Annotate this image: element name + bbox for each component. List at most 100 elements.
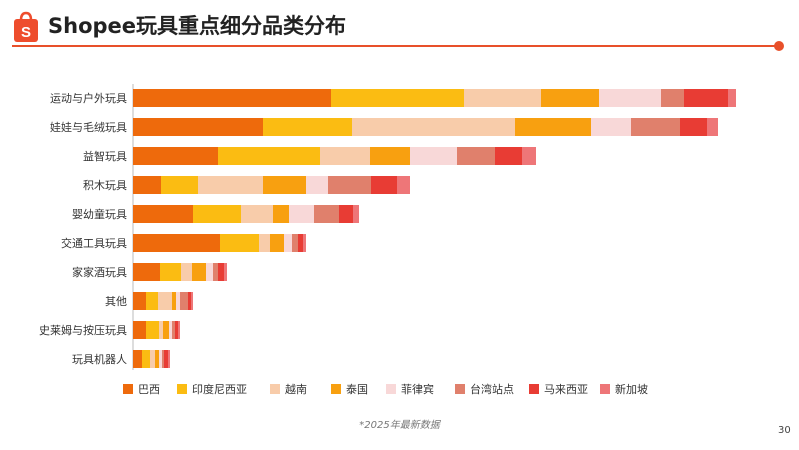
bar-segment [164,350,168,368]
legend-swatch [177,384,187,394]
legend-swatch [386,384,396,394]
bar-segment [172,292,176,310]
bar-segment [191,292,193,310]
bar-segment [146,321,159,339]
bar-segment [370,147,410,165]
category-label: 运动与户外玩具 [50,91,127,105]
bar-segment [680,118,707,136]
legend-label: 越南 [285,382,307,396]
legend-swatch [600,384,610,394]
bar-segment [158,292,172,310]
legend-label: 新加坡 [615,382,648,396]
bar-segment [259,234,270,252]
category-label: 积木玩具 [83,179,127,192]
bar-segment [163,321,169,339]
bar-segment [159,350,162,368]
bar-segment [631,118,680,136]
bar-segment [292,234,298,252]
bar-segment [591,118,631,136]
bar-segment [168,350,170,368]
bar-segment [133,89,331,107]
bar-segment [328,176,371,194]
bar-segment [181,263,192,281]
shopee-logo: S [14,11,38,42]
page-title: Shopee玩具重点细分品类分布 [48,14,347,38]
bar-segment [162,350,164,368]
bar-segment [133,205,193,223]
bar-segment [133,147,218,165]
bar-segment [263,118,352,136]
svg-text:S: S [21,24,31,41]
bar-segment [176,292,180,310]
bar-segment [133,263,160,281]
bar-segment [353,205,359,223]
bar-segment [180,292,188,310]
bar-segment [146,292,158,310]
legend-label: 菲律宾 [401,382,434,396]
bar-segment [397,176,410,194]
bar-segment [192,263,206,281]
category-label: 家家酒玩具 [72,265,127,279]
bar-segment [133,234,220,252]
bar-segment [320,147,370,165]
bar-segment [142,350,150,368]
bar-segment [175,321,178,339]
bar-segment [728,89,736,107]
bar-segment [298,234,303,252]
legend-swatch [331,384,341,394]
bar-segment [213,263,218,281]
bar-segment [352,118,515,136]
legend-swatch [123,384,133,394]
bar-segment [220,234,259,252]
bar-segment [371,176,397,194]
bar-segment [172,321,175,339]
bar-segment [161,176,198,194]
bar-segment [188,292,191,310]
bar-segment [218,263,224,281]
bar-segment [339,205,353,223]
bar-segment [150,350,155,368]
legend-label: 马来西亚 [544,383,588,396]
bar-segment [522,147,536,165]
page-number: 30 [778,425,791,436]
legend-label: 台湾站点 [470,382,514,396]
bar-segment [515,118,591,136]
header-divider [12,45,778,47]
bar-segment [289,205,314,223]
bar-segment [224,263,227,281]
bar-segment [263,176,306,194]
bar-segment [303,234,306,252]
bar-segment [599,89,661,107]
bar-segment [133,350,142,368]
stacked-bar-chart: 运动与户外玩具娃娃与毛绒玩具益智玩具积木玩具婴幼童玩具交通工具玩具家家酒玩具其他… [39,84,736,396]
bar-segment [331,89,464,107]
bar-segment [178,321,180,339]
bar-segment [133,292,146,310]
data-note: *2025年最新数据 [359,420,440,431]
legend-label: 泰国 [346,382,368,396]
category-label: 益智玩具 [83,149,127,163]
category-label: 玩具机器人 [72,352,127,366]
bar-segment [155,350,159,368]
legend-swatch [270,384,280,394]
bar-segment [270,234,284,252]
bar-segment [684,89,728,107]
bar-segment [284,234,292,252]
bar-segment [495,147,522,165]
category-label: 交通工具玩具 [61,236,127,250]
legend-label: 巴西 [138,383,160,396]
category-label: 婴幼童玩具 [72,207,127,221]
bar-segment [193,205,241,223]
bar-segment [541,89,599,107]
bar-segment [133,176,161,194]
bar-segment [159,321,163,339]
bar-segment [160,263,181,281]
bar-segment [206,263,213,281]
category-label: 其他 [105,295,127,308]
category-label: 史莱姆与按压玩具 [39,323,127,337]
bar-segment [241,205,273,223]
bar-segment [133,321,146,339]
bar-segment [707,118,718,136]
header-divider-dot [774,41,784,51]
legend-swatch [455,384,465,394]
